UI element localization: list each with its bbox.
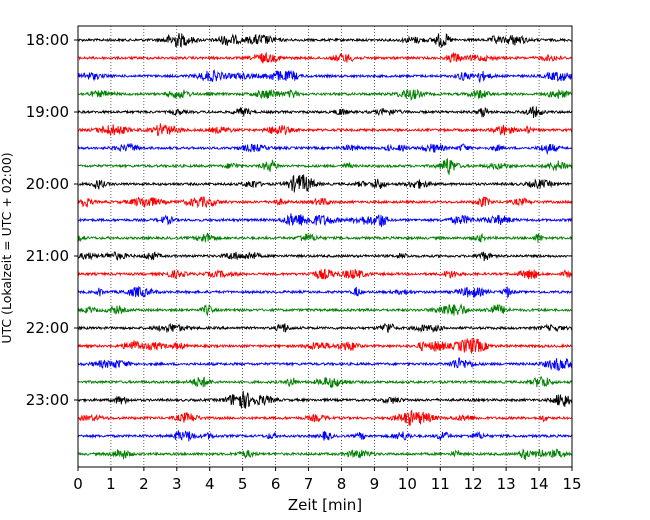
- trace-line: [77, 357, 573, 372]
- y-axis: 18:00 19:00 20:00 21:00 22:00 23:00: [26, 31, 78, 409]
- trace-line: [77, 174, 573, 193]
- x-tick-label: 0: [73, 475, 83, 493]
- trace-line: [77, 430, 573, 442]
- x-tick-label: 4: [205, 475, 215, 493]
- trace-line: [77, 33, 573, 49]
- x-tick-label: 7: [304, 475, 314, 493]
- trace-line: [77, 88, 573, 101]
- x-tick-label: 9: [370, 475, 380, 493]
- x-tick-label: 12: [464, 475, 483, 493]
- trace-line: [77, 142, 573, 156]
- x-tick-label: 1: [106, 475, 116, 493]
- x-tick-label: 3: [172, 475, 182, 493]
- trace-line: [77, 106, 573, 119]
- trace-line: [77, 123, 573, 137]
- trace-line: [77, 232, 573, 243]
- y-tick-label: 22:00: [26, 319, 69, 337]
- y-tick-label: 20:00: [26, 175, 69, 193]
- trace-line: [77, 69, 573, 84]
- trace-line: [77, 338, 573, 355]
- x-tick-label: 6: [271, 475, 281, 493]
- x-axis-label: Zeit [min]: [288, 496, 362, 514]
- trace-line: [77, 303, 573, 317]
- x-tick-label: 15: [562, 475, 581, 493]
- x-tick-label: 11: [431, 475, 450, 493]
- trace-line: [77, 157, 573, 175]
- trace-line: [77, 196, 573, 209]
- x-tick-label: 13: [497, 475, 516, 493]
- y-tick-label: 19:00: [26, 103, 69, 121]
- y-tick-label: 23:00: [26, 391, 69, 409]
- plot-frame: [77, 25, 573, 468]
- y-tick-label: 18:00: [26, 31, 69, 49]
- y-tick-label: 21:00: [26, 247, 69, 265]
- trace-line: [77, 376, 573, 388]
- trace-line: [77, 322, 573, 334]
- x-tick-label: 2: [139, 475, 149, 493]
- x-tick-label: 10: [398, 475, 417, 493]
- trace-line: [77, 268, 573, 280]
- x-tick-label: 8: [337, 475, 347, 493]
- trace-line: [77, 51, 573, 64]
- trace-group: [77, 33, 573, 460]
- x-axis: 0 1 2 3 4 5 6 7 8 9 10 11 12 13 14 15: [73, 467, 582, 493]
- trace-line: [77, 213, 573, 228]
- trace-line: [77, 285, 573, 299]
- x-tick-label: 5: [238, 475, 248, 493]
- x-tick-label: 14: [530, 475, 549, 493]
- trace-line: [77, 409, 573, 426]
- trace-line: [77, 390, 573, 410]
- trace-line: [77, 448, 573, 460]
- y-axis-label: UTC (Lokalzeit = UTC + 02:00): [0, 152, 14, 343]
- trace-line: [77, 251, 573, 262]
